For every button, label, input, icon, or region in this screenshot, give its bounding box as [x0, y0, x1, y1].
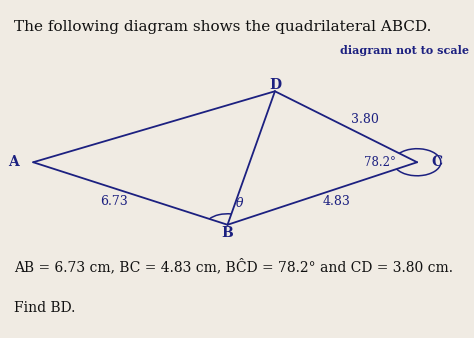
Text: A: A	[8, 155, 19, 169]
Text: 78.2°: 78.2°	[364, 156, 396, 169]
Text: C: C	[431, 155, 442, 169]
Text: The following diagram shows the quadrilateral ABCD.: The following diagram shows the quadrila…	[14, 20, 432, 34]
Text: Find BD.: Find BD.	[14, 301, 75, 315]
Text: 4.83: 4.83	[323, 195, 350, 208]
Text: D: D	[269, 78, 281, 92]
Text: 6.73: 6.73	[100, 195, 128, 208]
Text: B: B	[222, 226, 233, 240]
Text: AB = 6.73 cm, BC = 4.83 cm, BĈD = 78.2° and CD = 3.80 cm.: AB = 6.73 cm, BC = 4.83 cm, BĈD = 78.2° …	[14, 259, 453, 274]
Text: diagram not to scale: diagram not to scale	[340, 45, 469, 56]
Text: θ: θ	[236, 197, 243, 210]
Text: 3.80: 3.80	[351, 114, 379, 126]
